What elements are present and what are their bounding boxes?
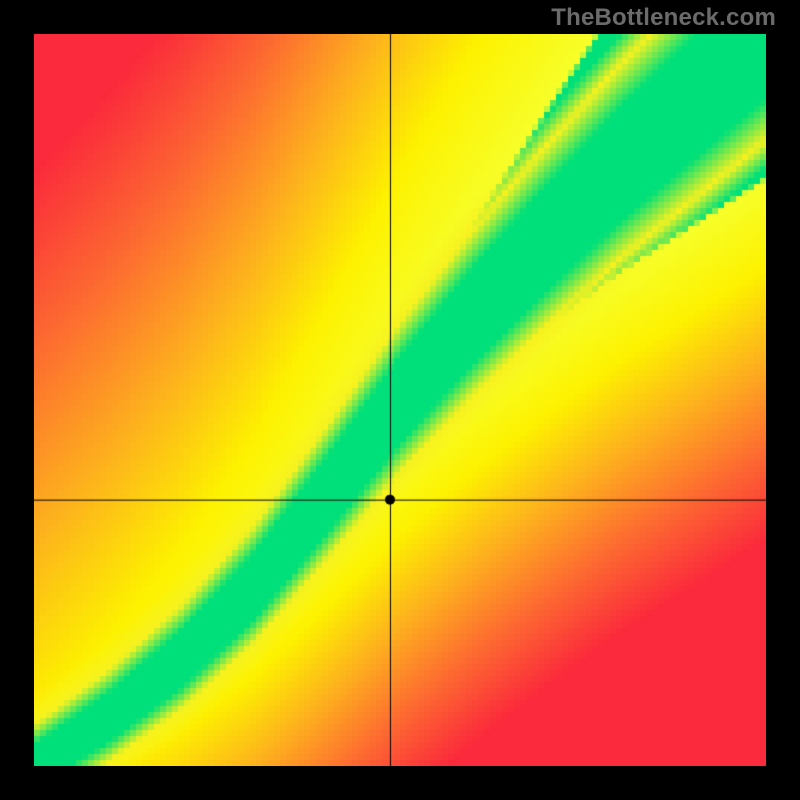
watermark-text: TheBottleneck.com: [551, 4, 776, 32]
chart-frame: TheBottleneck.com: [0, 0, 800, 800]
bottleneck-heatmap: [34, 34, 766, 766]
